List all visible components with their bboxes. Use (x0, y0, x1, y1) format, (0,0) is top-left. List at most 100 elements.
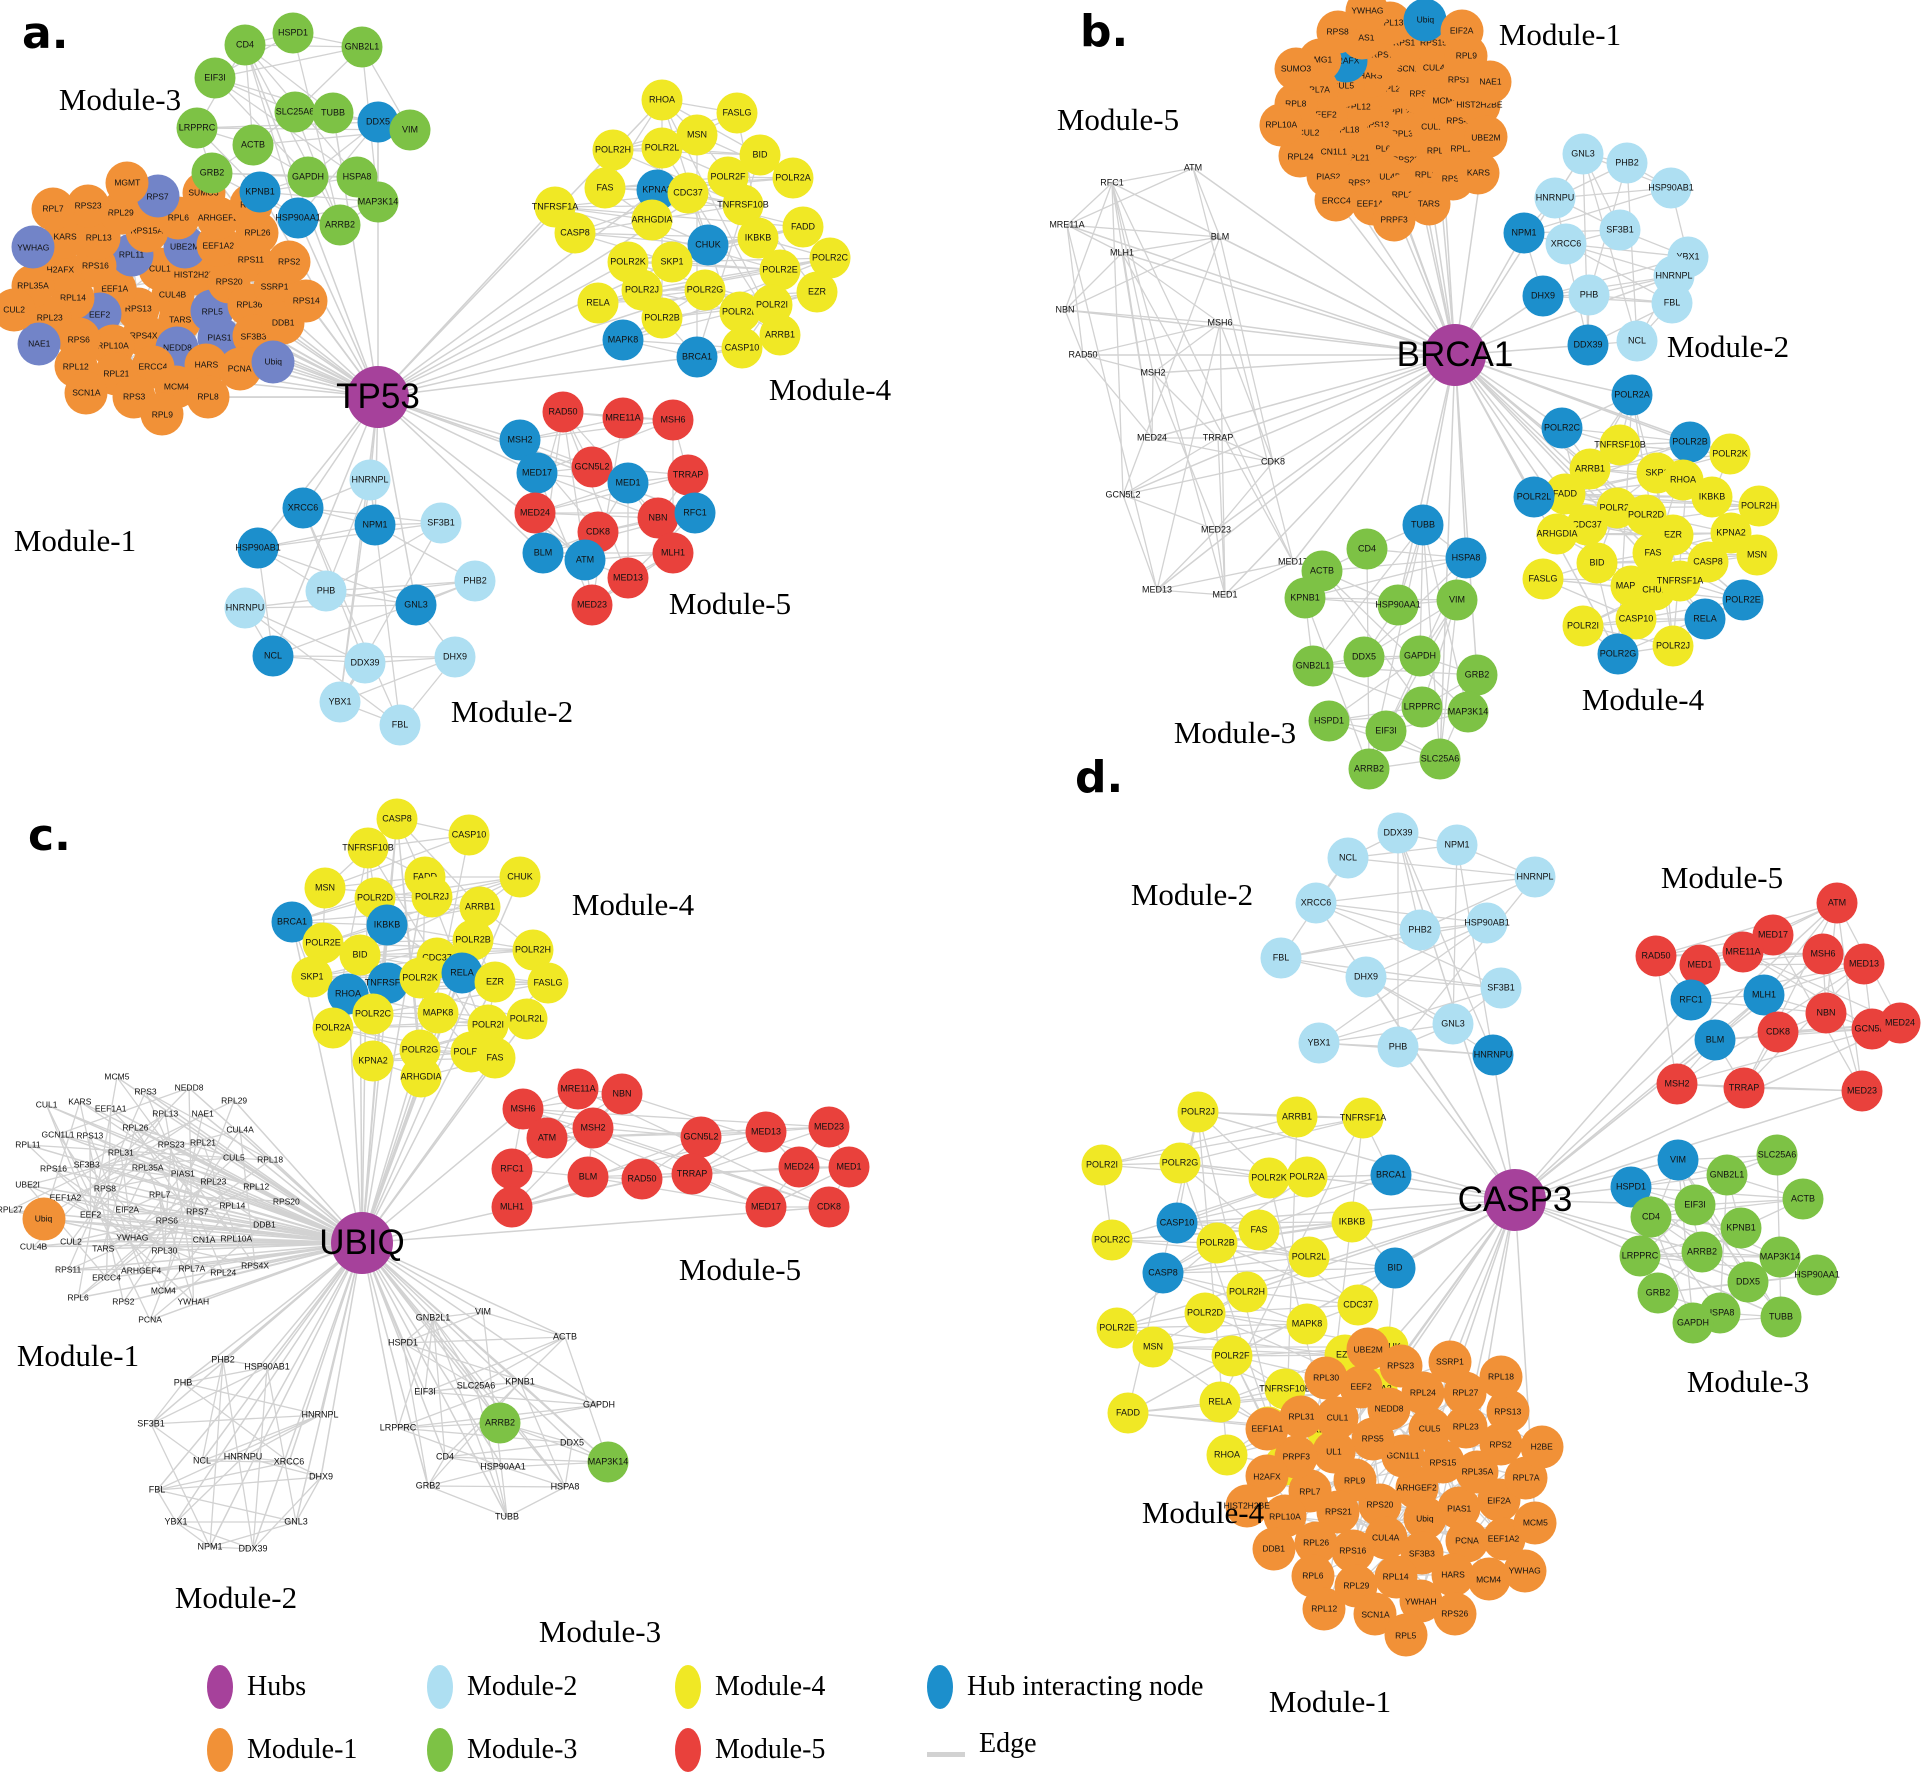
network-node[interactable]: CD4 (1346, 528, 1388, 570)
network-node[interactable]: POLR2E (1722, 579, 1764, 621)
network-node[interactable]: RPS23 (157, 1139, 185, 1150)
network-node[interactable]: MED1 (1679, 944, 1721, 986)
network-node[interactable]: RPS7 (186, 1206, 209, 1217)
network-node[interactable]: CDK8 (808, 1186, 850, 1228)
network-node[interactable]: NAE1 (17, 322, 61, 366)
hub-node[interactable] (347, 366, 409, 428)
network-node[interactable]: TARS (92, 1243, 115, 1254)
network-node[interactable]: ATM (564, 539, 606, 581)
network-node[interactable]: CUL1 (35, 1099, 58, 1110)
network-node[interactable]: VIM (389, 109, 431, 151)
network-node[interactable]: CUL5 (1408, 1407, 1452, 1451)
network-node[interactable]: DDB1 (1252, 1527, 1296, 1571)
network-node[interactable]: MAP3K14 (1759, 1236, 1801, 1278)
network-node[interactable]: GCN1L1 (41, 1129, 75, 1140)
network-node[interactable]: YWHAG (1503, 1549, 1547, 1593)
network-node[interactable]: POLR2K (1709, 433, 1751, 475)
network-node[interactable]: FAS (474, 1037, 516, 1079)
network-node[interactable]: UBE2I (15, 1179, 40, 1190)
network-node[interactable]: ARHGEF4 (121, 1265, 162, 1276)
network-node[interactable]: RPS4X (241, 1260, 269, 1271)
network-node[interactable]: PRPF3 (1372, 198, 1416, 242)
network-node[interactable]: RPL8 (186, 375, 230, 419)
network-node[interactable]: MRE11A (557, 1068, 599, 1110)
network-node[interactable]: Ubiq (22, 1197, 65, 1241)
network-node[interactable]: RPL7A (178, 1263, 206, 1274)
network-node[interactable]: NPM1 (1503, 212, 1545, 254)
network-node[interactable]: IKBKB (1331, 1201, 1373, 1243)
network-node[interactable]: RPL6 (67, 1292, 89, 1303)
network-node[interactable]: SLC25A6 (456, 1380, 496, 1391)
network-node[interactable]: CUL2 (60, 1236, 82, 1247)
network-node[interactable]: MLH1 (1109, 247, 1134, 258)
network-node[interactable]: POLR2A (1286, 1156, 1328, 1198)
network-node[interactable]: MCM5 (1513, 1501, 1557, 1545)
network-node[interactable]: YBX1 (1298, 1022, 1340, 1064)
network-node[interactable]: HSPD1 (272, 12, 314, 54)
network-node[interactable]: ATM (526, 1117, 568, 1159)
network-node[interactable]: MCM4 (1467, 1557, 1511, 1601)
network-node[interactable]: RHOA (641, 79, 683, 121)
network-node[interactable]: MAP3K14 (587, 1441, 629, 1483)
network-node[interactable]: HSP90AB1 (235, 527, 281, 569)
network-node[interactable]: VIM (1657, 1139, 1699, 1181)
network-node[interactable]: HNRNPL (349, 459, 391, 501)
network-node[interactable]: RPS13 (76, 1130, 104, 1141)
network-node[interactable]: RPL18 (257, 1154, 284, 1165)
network-node[interactable]: CUL4A (226, 1124, 254, 1135)
network-node[interactable]: HSP90AB1 (244, 1361, 290, 1372)
network-node[interactable]: KPNB1 (239, 171, 281, 213)
network-node[interactable]: POLR2A (1611, 374, 1653, 416)
network-node[interactable]: POLR2G (1597, 633, 1639, 675)
network-node[interactable]: RPL5 (1384, 1613, 1428, 1657)
network-node[interactable]: MED13 (1843, 943, 1885, 985)
network-node[interactable]: GNL3 (284, 1516, 308, 1527)
network-node[interactable]: SLC25A6 (1419, 738, 1461, 780)
network-node[interactable]: DHX9 (1522, 275, 1564, 317)
network-node[interactable]: MRE11A (1722, 931, 1764, 973)
network-node[interactable]: LRPPRC (1401, 686, 1443, 728)
network-node[interactable]: YWHAG (11, 225, 55, 269)
network-node[interactable]: MED17 (1752, 914, 1794, 956)
network-node[interactable]: RPL21 (190, 1137, 216, 1148)
network-node[interactable]: TNFRSF1A (1657, 560, 1703, 602)
network-node[interactable]: HSP90AA1 (480, 1461, 526, 1472)
network-node[interactable]: RPL14 (219, 1200, 246, 1211)
network-node[interactable]: HSPD1 (387, 1337, 418, 1348)
network-node[interactable]: UBE2M (1346, 1327, 1390, 1371)
network-node[interactable]: POLR2J (1652, 625, 1694, 667)
network-node[interactable]: KARS (68, 1096, 92, 1107)
network-node[interactable]: CUL2 (0, 288, 36, 331)
network-node[interactable]: HSPA8 (550, 1481, 580, 1492)
network-node[interactable]: CD4 (435, 1451, 454, 1462)
network-node[interactable]: MSN (304, 867, 346, 909)
network-node[interactable]: BLM (567, 1156, 609, 1198)
network-node[interactable]: DHX9 (1345, 956, 1387, 998)
network-node[interactable]: GAPDH (1672, 1302, 1714, 1344)
network-node[interactable]: GNB2L1 (1292, 645, 1334, 687)
network-node[interactable]: MSN (1736, 534, 1778, 576)
network-node[interactable]: RPS11 (54, 1264, 82, 1275)
network-node[interactable]: YWHAG (116, 1232, 149, 1243)
network-node[interactable]: TUBB (1760, 1296, 1802, 1338)
network-node[interactable]: EIF2A (115, 1204, 140, 1215)
network-node[interactable]: POLR2C (1091, 1219, 1133, 1261)
network-node[interactable]: YBX1 (164, 1516, 188, 1527)
network-node[interactable]: POLR2J (411, 876, 453, 918)
network-node[interactable]: H2BE (1520, 1425, 1564, 1469)
network-node[interactable]: SSRP1 (1428, 1340, 1472, 1384)
network-node[interactable]: ARHGDIA (1536, 513, 1578, 555)
network-node[interactable]: YBX1 (319, 681, 361, 723)
network-node[interactable]: ARRB1 (759, 314, 801, 356)
network-node[interactable]: ARHGDIA (631, 199, 673, 241)
network-node[interactable]: ARRB2 (479, 1402, 521, 1444)
network-node[interactable]: EIF3I (1674, 1184, 1716, 1226)
network-node[interactable]: CASP8 (376, 798, 418, 840)
network-node[interactable]: FADD (1107, 1392, 1149, 1434)
network-node[interactable]: XRCC6 (1295, 882, 1337, 924)
network-node[interactable]: DDX39 (1567, 324, 1609, 366)
network-node[interactable]: RPL30 (151, 1245, 178, 1256)
network-node[interactable]: GNB2L1 (415, 1312, 451, 1323)
network-node[interactable]: TUBB (312, 92, 354, 134)
network-node[interactable]: EIF3I (194, 57, 236, 99)
